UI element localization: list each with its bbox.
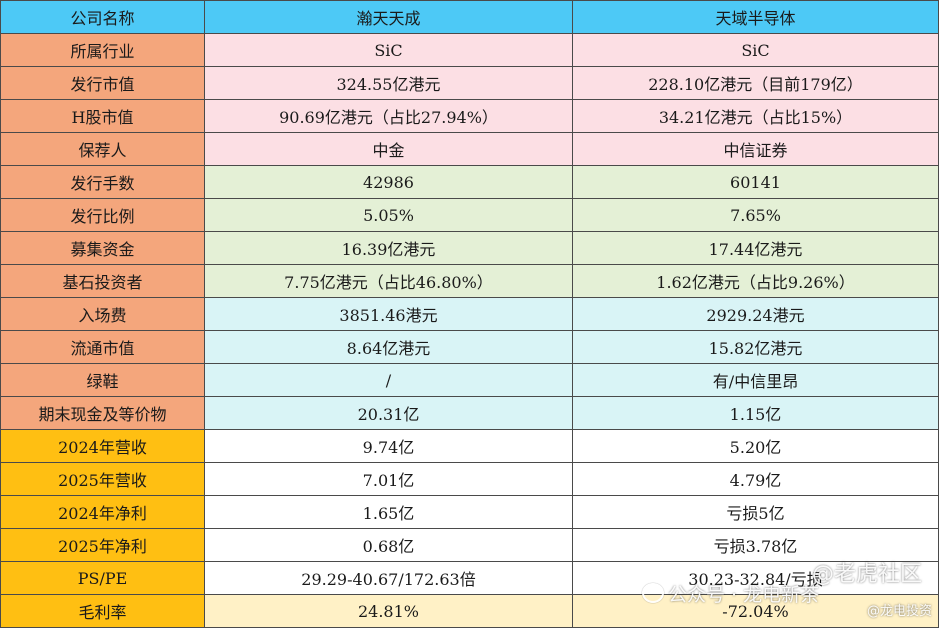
cell-company-b: 1.15亿 <box>573 397 939 430</box>
cell-company-a: 0.68亿 <box>205 529 573 562</box>
cell-company-b: 亏损3.78亿 <box>573 529 939 562</box>
row-label: 2024年净利 <box>1 496 205 529</box>
header-row: 公司名称 瀚天天成 天域半导体 <box>1 1 939 34</box>
header-company-b: 天域半导体 <box>573 1 939 34</box>
row-label: 基石投资者 <box>1 265 205 298</box>
row-label: 发行市值 <box>1 67 205 100</box>
row-label: 保荐人 <box>1 133 205 166</box>
cell-company-b: 1.62亿港元（占比9.26%） <box>573 265 939 298</box>
row-label: 期末现金及等价物 <box>1 397 205 430</box>
table-row: 所属行业 SiC SiC <box>1 34 939 67</box>
row-label: 毛利率 <box>1 595 205 628</box>
row-label: 发行手数 <box>1 166 205 199</box>
row-label: 发行比例 <box>1 199 205 232</box>
table-row: 发行手数 42986 60141 <box>1 166 939 199</box>
table-row: 2025年营收 7.01亿 4.79亿 <box>1 463 939 496</box>
table-row: 2024年净利 1.65亿 亏损5亿 <box>1 496 939 529</box>
cell-company-b: 4.79亿 <box>573 463 939 496</box>
cell-company-a: SiC <box>205 34 573 67</box>
cell-company-a: 16.39亿港元 <box>205 232 573 265</box>
row-label: 绿鞋 <box>1 364 205 397</box>
table-row: 保荐人 中金 中信证券 <box>1 133 939 166</box>
table-row: 2025年净利 0.68亿 亏损3.78亿 <box>1 529 939 562</box>
row-label: 2025年净利 <box>1 529 205 562</box>
cell-company-a: 90.69亿港元（占比27.94%） <box>205 100 573 133</box>
cell-company-a: 42986 <box>205 166 573 199</box>
cell-company-a: 7.75亿港元（占比46.80%） <box>205 265 573 298</box>
table-row: 发行比例 5.05% 7.65% <box>1 199 939 232</box>
table-row: 绿鞋 / 有/中信里昂 <box>1 364 939 397</box>
table-row: 期末现金及等价物 20.31亿 1.15亿 <box>1 397 939 430</box>
table-row: PS/PE 29.29-40.67/172.63倍 30.23-32.84/亏损 <box>1 562 939 595</box>
header-company-a: 瀚天天成 <box>205 1 573 34</box>
cell-company-b: 15.82亿港元 <box>573 331 939 364</box>
table-row: 毛利率 24.81% -72.04% <box>1 595 939 628</box>
table-row: 流通市值 8.64亿港元 15.82亿港元 <box>1 331 939 364</box>
cell-company-b: 34.21亿港元（占比15%） <box>573 100 939 133</box>
row-label: 入场费 <box>1 298 205 331</box>
cell-company-b: 5.20亿 <box>573 430 939 463</box>
row-label: 2025年营收 <box>1 463 205 496</box>
table-row: 2024年营收 9.74亿 5.20亿 <box>1 430 939 463</box>
cell-company-b: -72.04% <box>573 595 939 628</box>
row-label: 募集资金 <box>1 232 205 265</box>
cell-company-b: 7.65% <box>573 199 939 232</box>
table-row: 募集资金 16.39亿港元 17.44亿港元 <box>1 232 939 265</box>
cell-company-a: 20.31亿 <box>205 397 573 430</box>
cell-company-b: 228.10亿港元（目前179亿） <box>573 67 939 100</box>
cell-company-b: 17.44亿港元 <box>573 232 939 265</box>
cell-company-a: 9.74亿 <box>205 430 573 463</box>
row-label: PS/PE <box>1 562 205 595</box>
cell-company-a: 8.64亿港元 <box>205 331 573 364</box>
cell-company-a: 5.05% <box>205 199 573 232</box>
row-label: 所属行业 <box>1 34 205 67</box>
table-row: H股市值 90.69亿港元（占比27.94%） 34.21亿港元（占比15%） <box>1 100 939 133</box>
cell-company-a: / <box>205 364 573 397</box>
cell-company-b: SiC <box>573 34 939 67</box>
cell-company-b: 中信证券 <box>573 133 939 166</box>
cell-company-b: 2929.24港元 <box>573 298 939 331</box>
table-row: 入场费 3851.46港元 2929.24港元 <box>1 298 939 331</box>
row-label: H股市值 <box>1 100 205 133</box>
cell-company-a: 3851.46港元 <box>205 298 573 331</box>
cell-company-a: 1.65亿 <box>205 496 573 529</box>
row-label: 2024年营收 <box>1 430 205 463</box>
row-label: 流通市值 <box>1 331 205 364</box>
cell-company-a: 24.81% <box>205 595 573 628</box>
table-row: 基石投资者 7.75亿港元（占比46.80%） 1.62亿港元（占比9.26%） <box>1 265 939 298</box>
cell-company-b: 60141 <box>573 166 939 199</box>
table-row: 发行市值 324.55亿港元 228.10亿港元（目前179亿） <box>1 67 939 100</box>
header-label: 公司名称 <box>1 1 205 34</box>
cell-company-b: 30.23-32.84/亏损 <box>573 562 939 595</box>
cell-company-b: 有/中信里昂 <box>573 364 939 397</box>
cell-company-a: 中金 <box>205 133 573 166</box>
cell-company-a: 7.01亿 <box>205 463 573 496</box>
cell-company-a: 324.55亿港元 <box>205 67 573 100</box>
cell-company-a: 29.29-40.67/172.63倍 <box>205 562 573 595</box>
cell-company-b: 亏损5亿 <box>573 496 939 529</box>
